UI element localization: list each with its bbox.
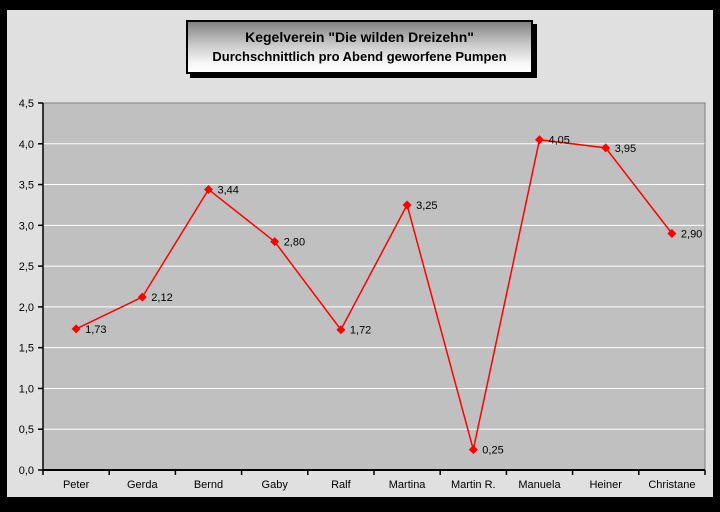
x-category-label: Heiner [589,479,622,491]
y-tick-label: 3,5 [19,180,34,192]
y-tick-label: 2,5 [19,261,34,273]
y-tick-label: 1,0 [19,383,34,395]
data-point-label: 4,05 [549,135,570,147]
x-category-label: Martin R. [451,479,496,491]
data-point-label: 1,72 [350,325,371,337]
data-point-label: 0,25 [482,445,503,457]
data-point-marker [336,325,346,335]
data-point-label: 2,12 [151,292,172,304]
x-category-label: Gerda [127,479,158,491]
x-category-label: Ralf [331,479,352,491]
line-chart: 0,0 0,5 1,0 1,5 2,0 2,5 3,0 3,5 4,0 4,5 Peter Gerda… [19,98,706,491]
data-point-marker [535,135,544,145]
data-point-marker [402,200,412,210]
y-tick-label: 0,5 [19,424,34,436]
data-point-marker [601,143,611,153]
data-point-marker [71,324,81,334]
data-point-label: 3,25 [416,200,437,212]
x-category-label: Christane [648,479,695,491]
y-tick-label: 2,0 [19,302,34,314]
series-line [75,138,673,450]
data-point-label: 2,90 [681,228,702,240]
x-category-label: Manuela [518,479,561,491]
data-point-marker [667,228,677,238]
data-point-label: 2,80 [284,237,305,249]
chart-title: Kegelverein "Die wilden Dreizehn" [245,29,474,45]
chart-area: 0,0 0,5 1,0 1,5 2,0 2,5 3,0 3,5 4,0 4,5 Peter Gerda… [7,10,713,497]
data-point-marker [204,184,213,194]
chart-subtitle: Durchschnittlich pro Abend geworfene Pum… [212,49,507,64]
y-tick-label: 0,0 [19,465,34,477]
y-tick-label: 3,0 [19,220,34,232]
x-category-label: Martina [389,479,427,491]
data-point-marker [468,445,478,455]
data-point-label: 1,73 [85,324,106,336]
x-category-label: Bernd [194,479,223,491]
x-category-label: Peter [63,479,90,491]
plot-area [43,103,705,470]
x-category-label: Gaby [262,479,289,491]
data-point-marker [137,292,147,302]
y-tick-label: 1,5 [19,343,34,355]
chart-title-box: Kegelverein "Die wilden Dreizehn" Durchs… [186,20,533,74]
data-point-marker [270,237,280,247]
data-point-label: 3,44 [218,184,239,196]
y-tick-label: 4,5 [19,98,34,110]
data-point-label: 3,95 [615,143,636,155]
y-tick-label: 4,0 [19,139,34,151]
